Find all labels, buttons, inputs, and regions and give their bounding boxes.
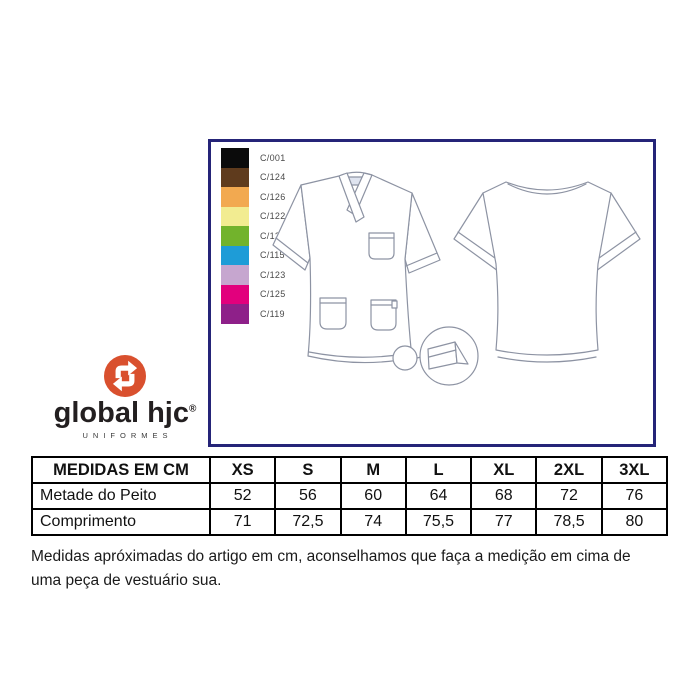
brand-name: global hjc®	[53, 397, 197, 429]
color-code-label: C/126	[260, 191, 286, 202]
measure-value: 72	[535, 482, 603, 510]
color-chip	[221, 304, 249, 324]
measure-value: 80	[600, 508, 669, 536]
registered-mark: ®	[188, 403, 197, 415]
measure-value: 71	[208, 508, 277, 536]
size-table: MEDIDAS EM CM XS S M L XL 2XL 3XL Metade…	[31, 456, 669, 536]
measure-value: 75,5	[404, 508, 473, 536]
color-chip	[221, 284, 249, 304]
brand-logo: global hjc® UNIFORMES	[40, 355, 210, 440]
color-swatch: C/001	[221, 148, 286, 168]
measure-value: 60	[339, 482, 407, 510]
table-row: Comprimento 71 72,5 74 75,5 77 78,5 80	[31, 508, 669, 536]
color-code-label: C/119	[260, 308, 285, 319]
measurement-note: Medidas apróximadas do artigo em cm, aco…	[31, 548, 631, 590]
color-swatch: C/115	[221, 245, 286, 265]
color-swatch-list: C/001 C/124 C/126 C/122 C/127 C/115 C/12…	[221, 148, 286, 324]
color-chip	[221, 187, 249, 207]
scrub-top-front-view	[259, 161, 491, 398]
color-code-label: C/115	[260, 250, 285, 261]
color-swatch: C/122	[221, 206, 286, 226]
size-col-header: XL	[470, 456, 538, 484]
color-chip	[221, 167, 249, 187]
measure-value: 77	[470, 508, 538, 536]
color-swatch: C/119	[221, 304, 286, 324]
measure-value: 64	[404, 482, 473, 510]
measure-label: Metade do Peito	[31, 482, 211, 510]
color-chip	[221, 148, 249, 168]
color-chip	[221, 206, 249, 226]
size-col-header: 3XL	[600, 456, 669, 484]
color-swatch: C/127	[221, 226, 286, 246]
color-code-label: C/122	[260, 211, 286, 222]
size-col-header: S	[274, 456, 342, 484]
table-row: Metade do Peito 52 56 60 64 68 72 76	[31, 482, 669, 510]
product-panel: C/001 C/124 C/126 C/122 C/127 C/115 C/12…	[208, 139, 656, 447]
color-code-label: C/127	[260, 230, 286, 241]
color-chip	[221, 245, 249, 265]
measure-value: 68	[470, 482, 538, 510]
size-table-header-row: MEDIDAS EM CM XS S M L XL 2XL 3XL	[31, 456, 669, 484]
size-col-header: L	[404, 456, 473, 484]
measure-value: 78,5	[535, 508, 603, 536]
color-code-label: C/123	[260, 269, 286, 280]
color-chip	[221, 265, 249, 285]
measure-value: 52	[208, 482, 277, 510]
color-code-label: C/124	[260, 172, 286, 183]
color-swatch: C/125	[221, 284, 286, 304]
scrub-top-back-view	[446, 151, 648, 398]
color-chip	[221, 226, 249, 246]
color-code-label: C/001	[260, 152, 286, 163]
measure-label: Comprimento	[31, 508, 211, 536]
color-code-label: C/125	[260, 289, 286, 300]
measure-value: 56	[274, 482, 342, 510]
color-swatch: C/126	[221, 187, 286, 207]
color-swatch: C/124	[221, 167, 286, 187]
measure-value: 72,5	[274, 508, 342, 536]
size-col-header: M	[339, 456, 407, 484]
brand-tagline: UNIFORMES	[82, 431, 173, 440]
size-col-header: XS	[208, 456, 277, 484]
measure-value: 76	[600, 482, 669, 510]
size-table-title: MEDIDAS EM CM	[31, 456, 211, 484]
size-col-header: 2XL	[535, 456, 603, 484]
color-swatch: C/123	[221, 265, 286, 285]
measure-value: 74	[339, 508, 407, 536]
swap-arrows-icon	[104, 355, 146, 397]
